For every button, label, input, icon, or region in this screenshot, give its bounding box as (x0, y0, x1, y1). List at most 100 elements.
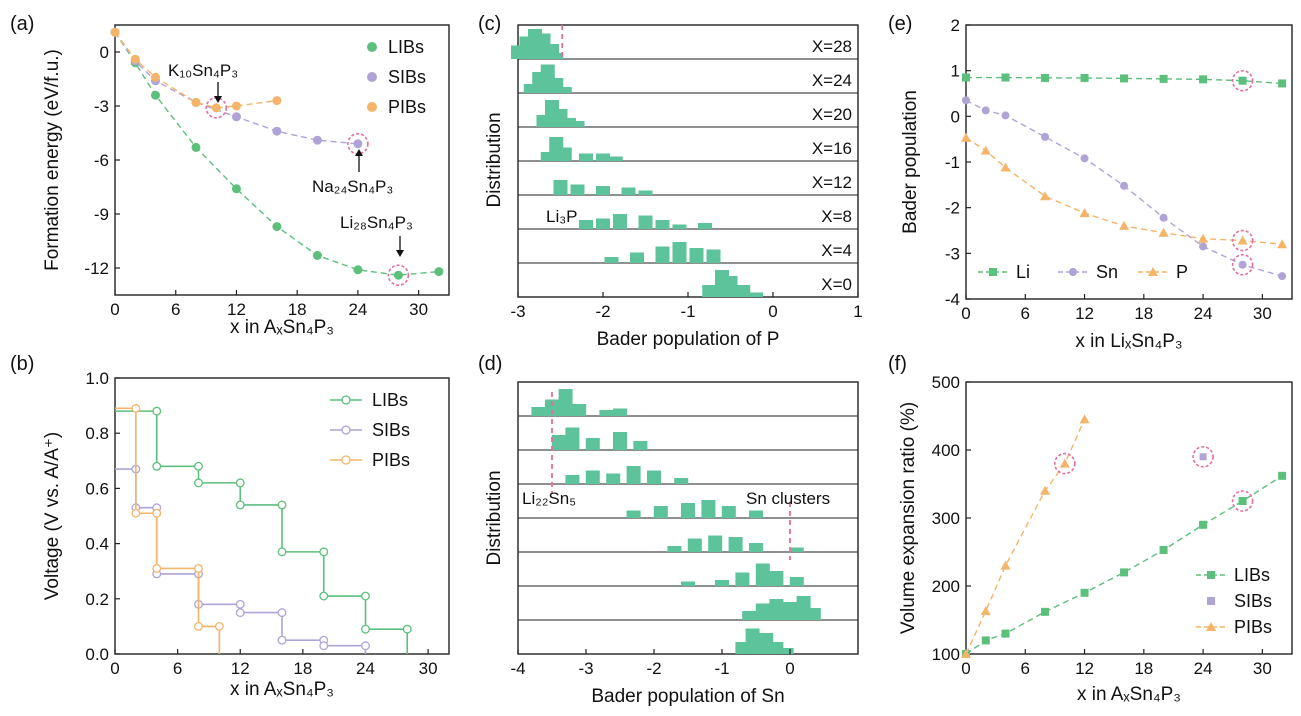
hist-bar (626, 466, 641, 484)
point-sibs (361, 641, 370, 651)
point-sn (1041, 132, 1050, 141)
panel-f-legend: LIBs SIBs PIBs (1196, 565, 1272, 637)
point-li (962, 73, 970, 82)
hist-bar (655, 220, 670, 229)
hist-bar (565, 475, 580, 484)
hist-bar (749, 510, 763, 518)
point-sibs (277, 635, 287, 645)
y-tick-label: 1.0 (85, 369, 109, 388)
panel-c-ticks: -3 -2 -1 0 1 (510, 292, 863, 321)
highlight-circle (1231, 253, 1254, 276)
legend-label-sibs: SIBs (372, 420, 410, 440)
y-tick-label: 0.2 (85, 590, 109, 609)
hist-bar (523, 84, 538, 93)
legend-label-libs: LIBs (372, 390, 408, 410)
point-li (1278, 79, 1287, 88)
x-tick-label: 1 (853, 302, 862, 321)
hist-bar (599, 410, 614, 416)
hist-bar (735, 572, 750, 586)
point-p (1277, 239, 1288, 249)
x-tick-label: -3 (578, 659, 593, 678)
row-label: X=24 (812, 71, 852, 90)
point-pibs (231, 101, 241, 111)
point-libs (434, 267, 444, 277)
panel-b-ylabel: Voltage (V vs. A/A⁺) (42, 432, 63, 600)
point-pibs (191, 97, 201, 107)
hist-bar (742, 611, 757, 620)
hist-bar (531, 407, 546, 416)
y-tick-label: -6 (94, 151, 109, 170)
point-libs (194, 461, 203, 471)
x-tick-label: -1 (680, 302, 695, 321)
x-tick-label: -1 (714, 659, 729, 678)
legend-label-sn: Sn (1096, 262, 1118, 282)
panel-e-legend: Li Sn P (978, 262, 1188, 282)
panel-b-xlabel: x in AₓSn₄P₃ (230, 679, 334, 700)
x-tick-label: 0 (961, 659, 970, 678)
annotation-na24sn4p3: Na₂₄Sn₄P₃ (312, 177, 393, 196)
legend-label-li: Li (1016, 262, 1030, 282)
point-pibs (152, 563, 162, 573)
point-li (1199, 75, 1208, 84)
x-tick-label: 24 (1194, 659, 1213, 678)
hist-bar (749, 292, 763, 297)
hist-bar (728, 537, 743, 552)
y-tick-label: 300 (932, 509, 960, 528)
point-pibs (1000, 560, 1011, 570)
hist-bar (806, 608, 821, 620)
point-pibs (1059, 458, 1070, 468)
hist-bar (613, 432, 627, 450)
y-tick-label: 0.6 (85, 479, 109, 498)
series-line-pibs (115, 407, 221, 654)
hist-bar (702, 285, 717, 297)
annotation-k10sn4p3: K₁₀Sn₄P₃ (168, 61, 238, 80)
point-pibs (131, 403, 141, 413)
point-libs (981, 636, 990, 645)
series-line-libs (965, 475, 1283, 655)
point-pibs (980, 606, 991, 616)
x-tick-label: 30 (419, 659, 438, 678)
y-tick-label: 0.0 (85, 645, 109, 664)
hist-bar (653, 506, 668, 518)
point-libs (402, 624, 412, 634)
hist-bar (706, 249, 721, 263)
point-p (1198, 233, 1209, 243)
point-p (1040, 191, 1051, 201)
point-p (1079, 208, 1090, 218)
point-sn (1120, 181, 1129, 190)
hist-bar (579, 153, 593, 161)
point-pibs (150, 72, 160, 82)
x-tick-label: 0 (110, 300, 119, 319)
point-pibs (1040, 485, 1051, 495)
y-tick-label: -1 (945, 153, 960, 172)
hist-bar (621, 187, 636, 195)
hist-bar (687, 538, 702, 552)
hist-bar (553, 180, 568, 195)
point-libs (152, 406, 162, 416)
row-label: X=0 (821, 275, 852, 294)
hist-bar (708, 535, 723, 552)
series-line-sn (965, 99, 1283, 277)
point-sibs (353, 139, 363, 149)
point-libs (361, 591, 370, 601)
x-tick-label: 24 (1194, 304, 1213, 323)
point-libs (312, 250, 322, 260)
point-sn (1238, 260, 1247, 269)
y-tick-label: 0.8 (85, 424, 109, 443)
point-pibs (130, 54, 140, 64)
point-li (1080, 73, 1089, 82)
point-libs (231, 184, 241, 194)
point-libs (1159, 545, 1168, 554)
panel-e-xlabel: x in LiₓSn₄P₃ (1075, 331, 1182, 352)
panel-a-label: (a) (10, 13, 34, 35)
highlight-circle (1231, 69, 1254, 92)
point-sibs (235, 599, 245, 609)
panel-c-xlabel: Bader population of P (597, 329, 780, 350)
x-tick-label: 12 (1075, 304, 1094, 323)
point-libs (361, 624, 370, 634)
hist-bar (723, 276, 738, 297)
annotation-li28sn4p3: Li₂₈Sn₄P₃ (340, 213, 413, 232)
hist-bar (674, 478, 689, 484)
hist-bar (565, 427, 580, 450)
